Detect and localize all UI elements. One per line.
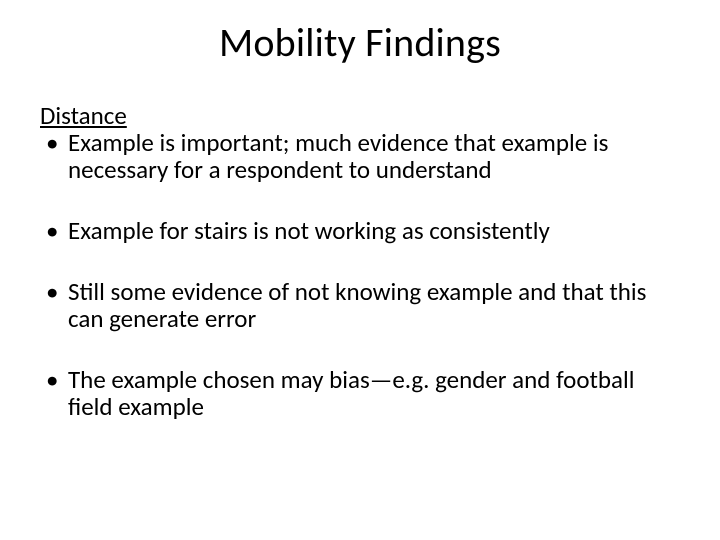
bullet-item: The example chosen may bias—e.g. gender … xyxy=(40,366,680,420)
bullet-item: Still some evidence of not knowing examp… xyxy=(40,278,680,332)
section-label-distance: Distance xyxy=(40,103,680,129)
bullet-list: Example is important; much evidence that… xyxy=(40,129,680,420)
slide-title: Mobility Findings xyxy=(40,18,680,67)
bullet-item: Example is important; much evidence that… xyxy=(40,129,680,183)
slide: Mobility Findings Distance Example is im… xyxy=(0,0,720,540)
bullet-item: Example for stairs is not working as con… xyxy=(40,217,680,244)
